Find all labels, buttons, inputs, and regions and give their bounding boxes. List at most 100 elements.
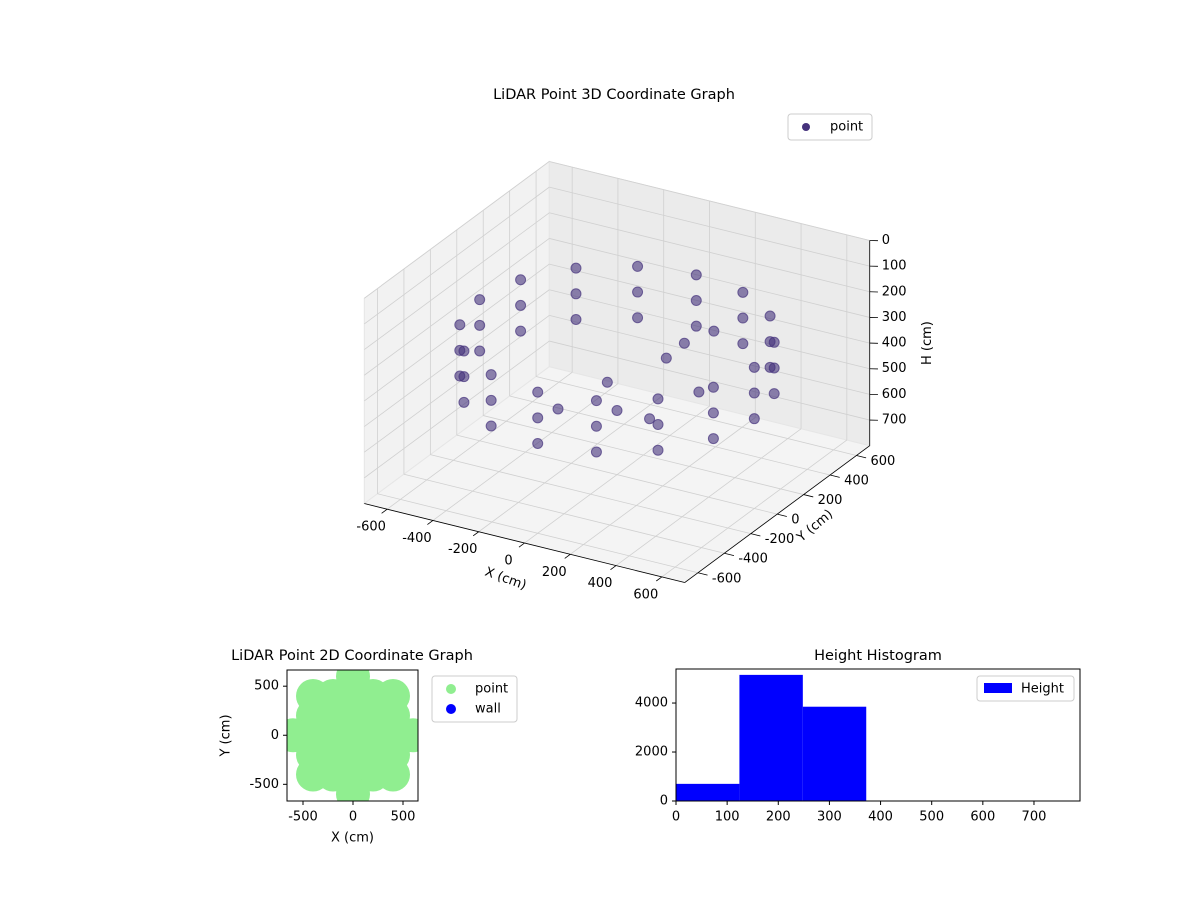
tick-label: 0 [791,513,799,528]
x-tick-label: 100 [715,810,740,825]
grid-line [549,212,870,293]
x-tick-label: 400 [868,810,893,825]
point [590,420,602,432]
y-axis-label: Y (cm) [794,507,837,546]
grid-line [549,263,870,344]
point [590,446,602,458]
point [590,395,602,407]
grid-line [549,186,870,267]
tick-label: 200 [818,493,843,508]
tick-mark [697,572,708,576]
bar [739,674,803,801]
point [336,670,370,694]
point [515,299,527,311]
y-tick-label: 4000 [635,696,668,711]
point [515,325,527,337]
point [485,394,497,406]
legend: Height [976,675,1075,702]
y-axis-line [684,445,870,583]
bar [802,706,867,801]
legend-box [976,675,1075,702]
y-tick-label: 0 [271,728,279,743]
point [644,413,656,425]
grid-line [483,415,804,495]
tick-mark [472,531,479,537]
point [458,396,470,408]
point [708,325,720,337]
tick-mark [829,474,840,478]
tick-label: -200 [765,532,795,547]
legend-marker [446,704,456,714]
point [485,369,497,381]
tick-label: 400 [844,474,869,489]
point [570,288,582,300]
grid-line [549,238,870,318]
point [552,403,564,415]
point [474,294,486,306]
point [748,413,760,425]
y-tick-label: -500 [249,777,279,792]
point [570,313,582,325]
x-tick-label: 700 [1022,810,1047,825]
tick-label: 600 [870,454,895,469]
tick-label: -600 [356,520,386,535]
tick-mark [656,576,663,582]
y-axis-label: Y (cm) [219,714,234,757]
y-tick-label: 500 [254,679,279,694]
tick-mark [856,455,867,459]
grid-line [364,238,550,376]
tick-mark [427,520,434,525]
legend-marker [802,123,810,131]
point [474,345,486,357]
tick-label: 100 [882,259,907,274]
tick-label: -600 [712,571,742,586]
tick-mark [724,552,735,556]
axes-3d: -600-400-2000200400600-600-400-200020040… [356,160,935,602]
point [707,433,719,445]
legend-label: point [475,682,508,697]
point [532,437,544,449]
series [454,260,780,458]
grid-line [364,289,550,427]
chart-title: Height Histogram [814,648,942,664]
x-axis-line [364,503,685,583]
grid-line [364,161,550,299]
point [690,295,702,307]
tick-mark [750,533,761,537]
tick-mark [518,542,525,548]
legend-label: wall [475,702,501,717]
point [737,312,749,324]
point [485,420,497,432]
legend-label: Height [1021,682,1064,697]
points [287,670,418,801]
point [396,718,418,753]
point [690,320,702,332]
tick-label: 300 [882,310,907,325]
point [748,361,760,373]
x-tick-label: 500 [391,810,416,825]
point [707,381,719,393]
axes-2d: -500 0 500 -500 0 500 X (cm) Y (cm) LiDAR Point … [219,648,473,846]
point [632,286,644,298]
tick-label: 500 [882,361,907,376]
point [532,386,544,398]
point [652,393,664,405]
grid-line [364,186,550,325]
point [748,387,760,399]
point [652,444,664,456]
point [737,338,749,350]
point [611,404,623,416]
point [454,319,466,331]
point [764,361,776,373]
axes-hist: 0 100 200 300 400 500 600 700 0 2000 4000 Height Hi… [635,648,1081,825]
tick-mark [803,494,814,498]
point [632,260,644,272]
legend-marker [984,683,1012,693]
point [515,274,527,286]
x-tick-label: -500 [288,810,318,825]
point [454,370,466,382]
point [474,319,486,331]
tick-label: 200 [542,565,567,580]
